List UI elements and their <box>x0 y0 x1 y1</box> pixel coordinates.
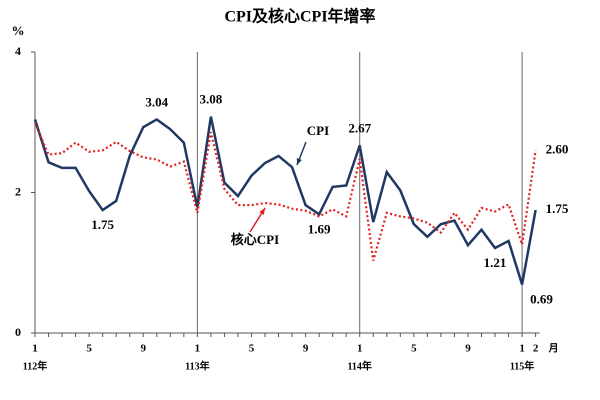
x-tick-label: 1 <box>195 343 201 355</box>
data-label: 1.75 <box>546 201 569 216</box>
data-label: 2.67 <box>348 120 371 135</box>
year-label: 115年 <box>510 359 534 372</box>
y-tick-label: 2 <box>15 184 21 198</box>
year-label: 114年 <box>347 359 371 372</box>
data-label: 2.60 <box>546 141 569 156</box>
arrow-head <box>259 208 265 215</box>
x-tick-label: 1 <box>32 343 38 355</box>
series-line <box>33 116 537 285</box>
x-tick-label: 5 <box>249 343 255 355</box>
x-tick-label: 9 <box>465 343 471 355</box>
y-unit: % <box>12 23 25 38</box>
y-tick-label: 0 <box>15 325 21 339</box>
year-label: 112年 <box>23 359 47 372</box>
x-tick-label: 5 <box>411 343 417 355</box>
x-tick-label: 2 <box>533 343 539 355</box>
chart-title: CPI及核心CPI年增率 <box>224 7 375 26</box>
x-tick-label: 9 <box>140 343 146 355</box>
x-tick-label: 1 <box>519 343 525 355</box>
series-line <box>33 122 537 261</box>
month-unit: 月 <box>548 342 559 354</box>
y-tick-label: 4 <box>15 44 21 58</box>
data-label: 0.69 <box>530 292 553 307</box>
x-tick-label: 1 <box>357 343 363 355</box>
x-tick-label: 5 <box>86 343 92 355</box>
data-label: 3.04 <box>145 94 168 109</box>
data-label: 3.08 <box>200 92 223 107</box>
x-tick-label: 9 <box>303 343 309 355</box>
series-label: CPI <box>307 123 329 138</box>
data-label: 1.21 <box>484 255 507 270</box>
series-label: 核心CPI <box>231 232 279 247</box>
year-label: 113年 <box>185 359 209 372</box>
data-label: 1.69 <box>308 221 331 236</box>
arrow-head <box>296 158 302 165</box>
data-label: 1.75 <box>91 217 114 232</box>
